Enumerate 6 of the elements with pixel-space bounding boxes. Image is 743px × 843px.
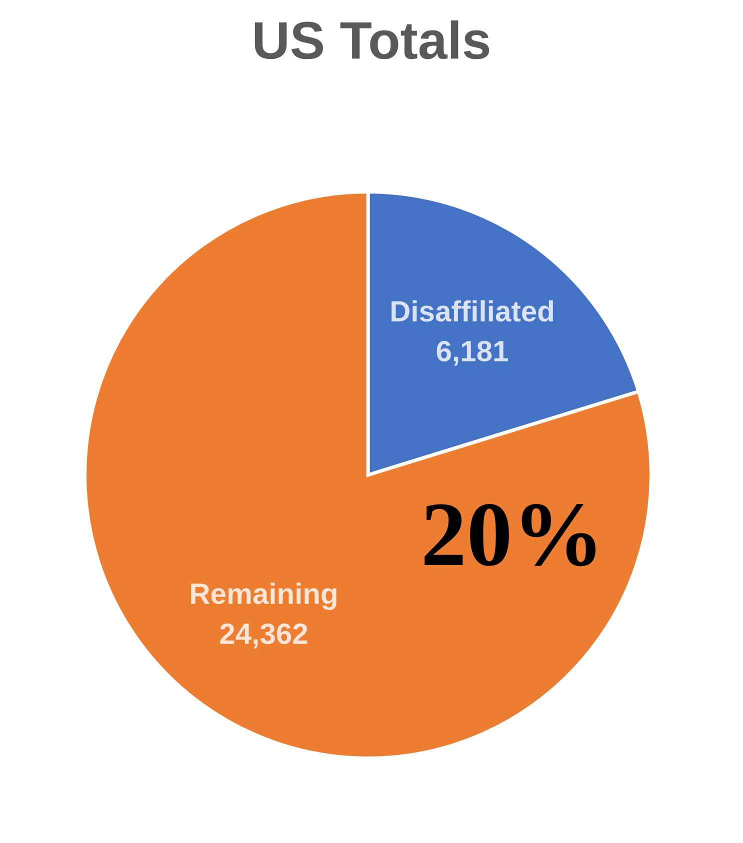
data-label: 6,181 [436,340,508,366]
data-label: 24,362 [220,623,308,648]
slice-label: Disaffiliated [392,300,554,322]
slice-label: Remaining [191,582,336,610]
text: 20% [424,504,596,566]
chart-title: US Totals [254,20,490,60]
